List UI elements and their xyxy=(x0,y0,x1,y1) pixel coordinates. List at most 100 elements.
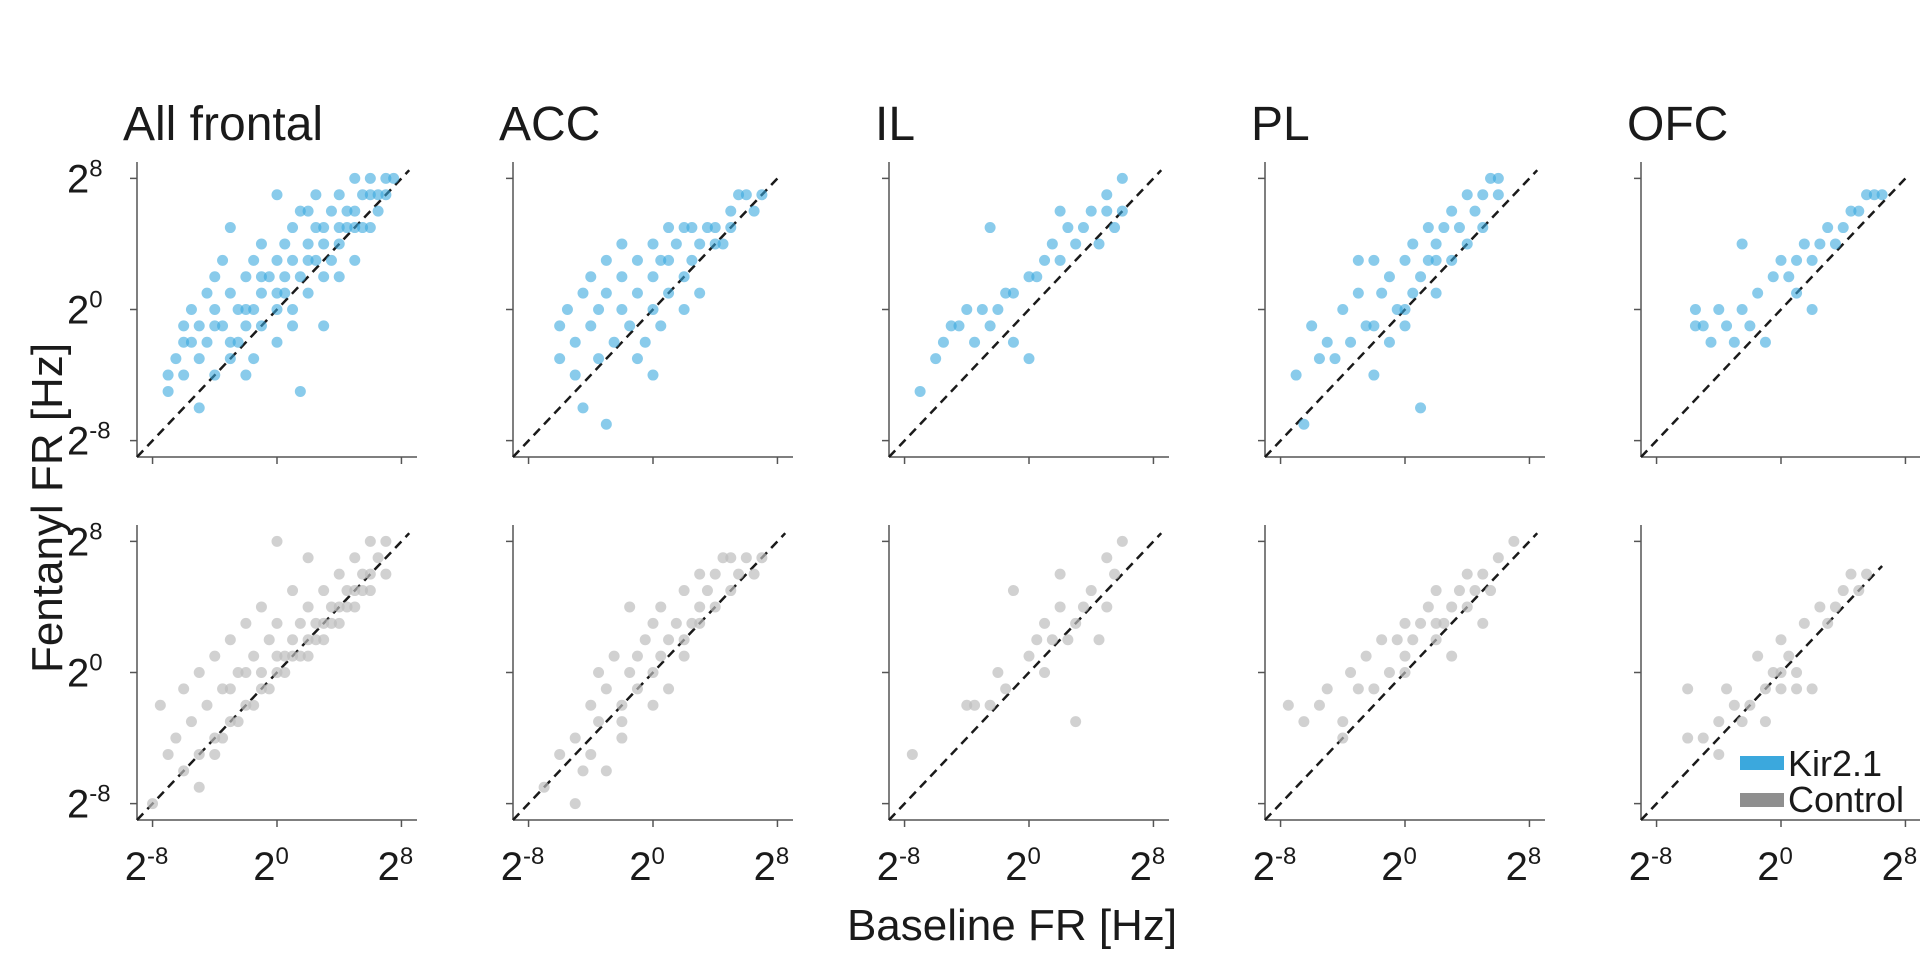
data-point xyxy=(1829,238,1841,250)
data-point xyxy=(624,320,636,332)
data-point xyxy=(1000,287,1012,299)
data-point xyxy=(1023,271,1035,283)
data-point xyxy=(287,320,299,332)
data-point xyxy=(271,287,283,299)
data-point xyxy=(740,189,752,201)
data-point xyxy=(325,254,337,266)
data-point xyxy=(224,336,236,348)
data-point xyxy=(694,601,706,613)
data-point xyxy=(1383,336,1395,348)
data-point xyxy=(349,172,361,184)
data-point xyxy=(380,535,392,547)
data-point xyxy=(302,205,314,217)
data-point xyxy=(294,205,306,217)
data-point xyxy=(1360,320,1372,332)
data-point xyxy=(639,336,651,348)
data-point xyxy=(193,748,205,760)
data-point xyxy=(1399,650,1411,662)
data-point xyxy=(1853,585,1865,597)
data-point xyxy=(1806,683,1818,695)
data-point xyxy=(380,189,392,201)
x-axis-title: Baseline FR [Hz] xyxy=(847,901,1177,950)
data-point xyxy=(318,585,330,597)
data-point xyxy=(302,552,314,564)
data-point xyxy=(224,353,236,365)
data-point xyxy=(1337,304,1349,315)
data-point xyxy=(310,189,322,201)
data-point xyxy=(945,320,957,332)
data-point xyxy=(694,287,706,299)
data-point xyxy=(364,222,376,234)
data-point xyxy=(961,304,973,315)
data-point xyxy=(616,271,628,283)
x-tick-label: 20 xyxy=(1381,843,1417,889)
x-tick-label: 2-8 xyxy=(501,843,545,889)
data-point xyxy=(318,222,330,234)
data-point xyxy=(1453,585,1465,597)
data-point xyxy=(1775,254,1787,266)
data-point xyxy=(670,238,682,250)
data-point xyxy=(1093,634,1105,646)
data-point xyxy=(263,634,275,646)
identity-line xyxy=(1264,169,1539,458)
data-point xyxy=(349,254,361,266)
data-point xyxy=(593,304,605,315)
data-point xyxy=(647,699,659,711)
data-point xyxy=(1116,172,1128,184)
panel-title-acc-kir2-1: ACC xyxy=(499,98,600,151)
data-point xyxy=(1116,535,1128,547)
data-point xyxy=(372,189,384,201)
data-point xyxy=(302,650,314,662)
data-point xyxy=(1430,617,1442,629)
data-point xyxy=(193,402,205,414)
data-point xyxy=(593,667,605,678)
data-point xyxy=(1085,585,1097,597)
data-point xyxy=(294,385,306,397)
data-point xyxy=(725,585,737,597)
data-point xyxy=(1313,353,1325,365)
data-point xyxy=(325,601,337,613)
data-point xyxy=(255,667,267,678)
y-axis-title: Fentanyl FR [Hz] xyxy=(23,343,72,673)
data-point xyxy=(1062,634,1074,646)
data-point xyxy=(1791,683,1803,695)
data-point xyxy=(1046,634,1058,646)
data-point xyxy=(624,601,636,613)
identity-line xyxy=(1264,532,1539,821)
data-point xyxy=(1039,667,1051,678)
data-point xyxy=(364,535,376,547)
data-point xyxy=(686,617,698,629)
data-point xyxy=(1829,601,1841,613)
data-point xyxy=(318,238,330,250)
data-point xyxy=(240,369,252,381)
data-point xyxy=(1682,683,1694,695)
data-point xyxy=(1345,336,1357,348)
data-point xyxy=(1446,650,1458,662)
data-point xyxy=(663,287,675,299)
data-point xyxy=(1368,683,1380,695)
data-point xyxy=(1713,748,1725,760)
data-point xyxy=(655,320,667,332)
data-point xyxy=(670,617,682,629)
data-point xyxy=(647,304,659,315)
data-point xyxy=(1391,304,1403,315)
data-point xyxy=(287,634,299,646)
data-point xyxy=(1446,205,1458,217)
data-point xyxy=(577,402,589,414)
x-tick-label: 20 xyxy=(1005,843,1041,889)
data-point xyxy=(178,765,190,777)
data-point xyxy=(185,336,197,348)
data-point xyxy=(1054,568,1066,580)
data-point xyxy=(1306,320,1318,332)
data-point xyxy=(1430,287,1442,299)
data-point xyxy=(240,667,252,678)
legend-label-control: Control xyxy=(1788,779,1904,820)
data-point xyxy=(255,271,267,283)
data-point xyxy=(1492,172,1504,184)
data-point xyxy=(349,552,361,564)
data-point xyxy=(1492,189,1504,201)
data-point xyxy=(1116,205,1128,217)
data-point xyxy=(1705,336,1717,348)
data-point xyxy=(1399,667,1411,678)
